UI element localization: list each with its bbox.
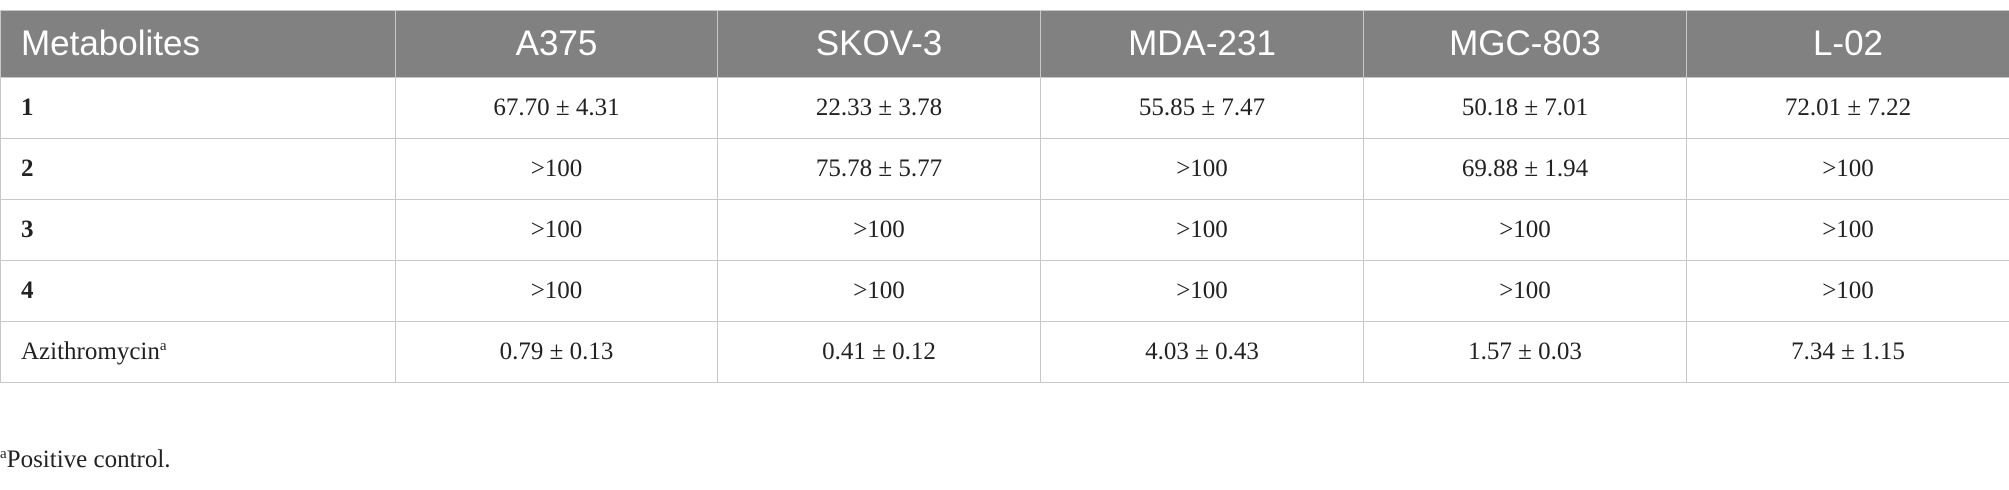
table-header: Metabolites A375 SKOV-3 MDA-231 MGC-803 L-02 <box>0 10 2009 78</box>
value-cell: >100 <box>1686 199 2009 261</box>
value-cell: >100 <box>1363 199 1687 261</box>
value-cell: 67.70 ± 4.31 <box>395 77 718 139</box>
header-cell: L-02 <box>1686 10 2009 78</box>
value-cell: 1.57 ± 0.03 <box>1363 321 1687 383</box>
value-cell: 4.03 ± 0.43 <box>1040 321 1364 383</box>
table-row: Azithromycina 0.79 ± 0.13 0.41 ± 0.12 4.03 … <box>0 321 2009 383</box>
value-cell: 22.33 ± 3.78 <box>717 77 1041 139</box>
header-cell: SKOV-3 <box>717 10 1041 78</box>
row-label: 3 <box>21 216 34 243</box>
footnote: aPositive control. <box>0 446 171 474</box>
data-table: Metabolites A375 SKOV-3 MDA-231 MGC-803 L-02 … <box>0 10 2009 383</box>
value-cell: 75.78 ± 5.77 <box>717 138 1041 200</box>
table-row: 3 >100 >100 >100 >100 >100 <box>0 199 2009 261</box>
value-cell: 50.18 ± 7.01 <box>1363 77 1687 139</box>
value-cell: 0.41 ± 0.12 <box>717 321 1041 383</box>
header-cell: MDA-231 <box>1040 10 1364 78</box>
row-label-cell: 4 <box>0 260 396 322</box>
value-cell: 0.79 ± 0.13 <box>395 321 718 383</box>
value-cell: >100 <box>1040 260 1364 322</box>
value-cell: >100 <box>1040 199 1364 261</box>
row-label: 2 <box>21 155 34 182</box>
value-cell: 72.01 ± 7.22 <box>1686 77 2009 139</box>
value-cell: >100 <box>395 199 718 261</box>
row-label-cell: 1 <box>0 77 396 139</box>
value-cell: >100 <box>717 199 1041 261</box>
header-cell: Metabolites <box>0 10 396 78</box>
table-row: 2 >100 75.78 ± 5.77 >100 69.88 ± 1.94 >100 <box>0 138 2009 200</box>
value-cell: >100 <box>1363 260 1687 322</box>
value-cell: >100 <box>1040 138 1364 200</box>
row-label-cell: Azithromycina <box>0 321 396 383</box>
row-label-cell: 2 <box>0 138 396 200</box>
row-label-cell: 3 <box>0 199 396 261</box>
value-cell: >100 <box>395 138 718 200</box>
header-cell: MGC-803 <box>1363 10 1687 78</box>
table-row: 1 67.70 ± 4.31 22.33 ± 3.78 55.85 ± 7.47 50.… <box>0 77 2009 139</box>
footnote-mark: a <box>0 446 7 462</box>
row-label: 1 <box>21 94 34 121</box>
value-cell: 55.85 ± 7.47 <box>1040 77 1364 139</box>
table-body: 1 67.70 ± 4.31 22.33 ± 3.78 55.85 ± 7.47 50.… <box>0 77 2009 383</box>
footnote-text: Positive control. <box>6 446 171 473</box>
value-cell: >100 <box>1686 138 2009 200</box>
value-cell: >100 <box>717 260 1041 322</box>
value-cell: >100 <box>1686 260 2009 322</box>
row-label: 4 <box>21 277 34 304</box>
value-cell: >100 <box>395 260 718 322</box>
header-cell: A375 <box>395 10 718 78</box>
row-label: Azithromycin <box>21 338 160 365</box>
row-label-mark: a <box>159 338 167 354</box>
table-row: 4 >100 >100 >100 >100 >100 <box>0 260 2009 322</box>
value-cell: 69.88 ± 1.94 <box>1363 138 1687 200</box>
value-cell: 7.34 ± 1.15 <box>1686 321 2009 383</box>
header-row: Metabolites A375 SKOV-3 MDA-231 MGC-803 L-02 <box>0 10 2009 78</box>
